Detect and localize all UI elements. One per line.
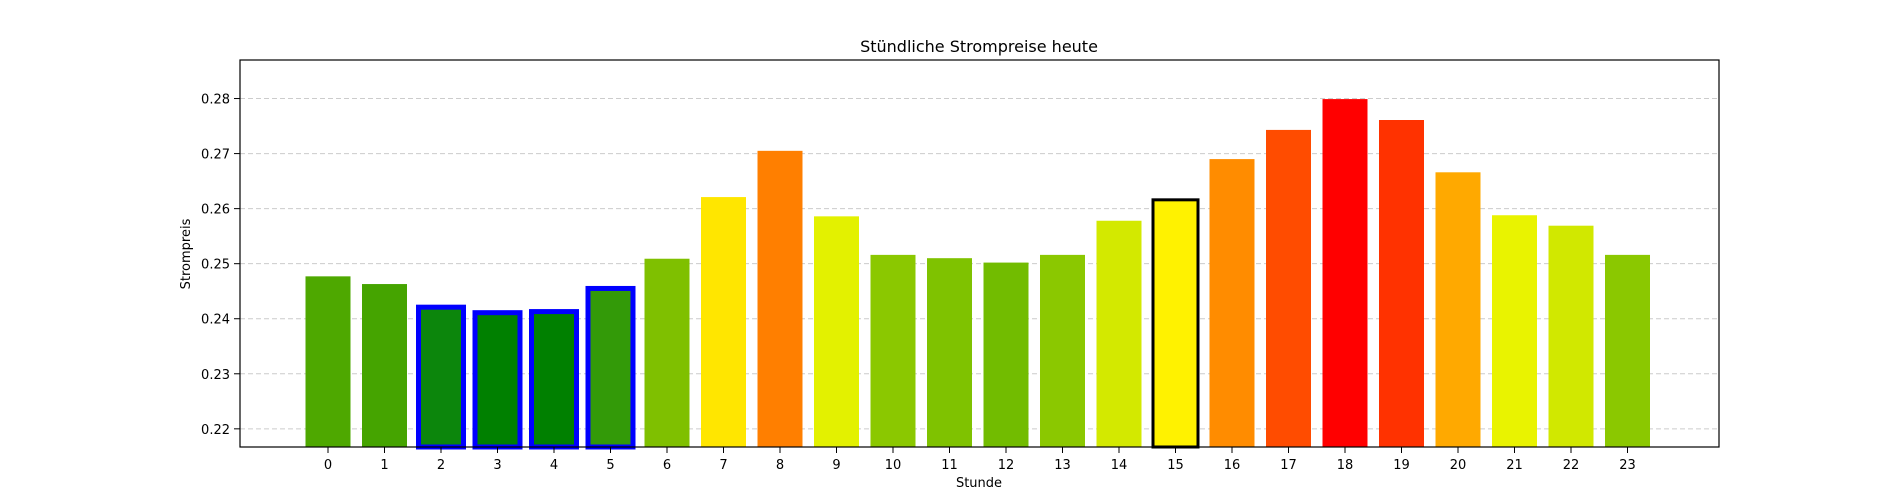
x-tick-label: 18	[1337, 458, 1354, 473]
bar-hour-9	[814, 216, 859, 447]
bar-hour-2	[416, 304, 466, 450]
bar-hour-17	[1266, 129, 1311, 448]
x-tick-label: 1	[380, 458, 388, 473]
x-tick-label: 7	[719, 458, 727, 473]
bar-hour-1	[362, 284, 407, 447]
x-tick-label: 6	[663, 458, 671, 473]
bar-hour-3	[472, 310, 523, 450]
x-tick-label: 16	[1224, 458, 1241, 473]
bar-hour-6	[644, 258, 690, 447]
x-tick-label: 2	[437, 458, 445, 473]
x-axis: 0 1 2 3 4 5 6 7 8 9 10 11 12 13 14 15 16 17 18 19 20 21 22 23	[324, 447, 1636, 473]
x-tick-label: 11	[941, 458, 958, 473]
bar-hour-22	[1548, 225, 1594, 447]
y-tick-label: 0.26	[201, 203, 230, 218]
y-tick-label: 0.22	[201, 423, 230, 438]
x-tick-label: 9	[832, 458, 840, 473]
x-tick-label: 19	[1393, 458, 1410, 473]
bar-hour-11	[927, 258, 972, 447]
x-tick-label: 10	[885, 458, 902, 473]
y-axis-label: Strompreis	[179, 218, 194, 289]
x-tick-label: 17	[1280, 458, 1297, 473]
x-tick-label: 8	[776, 458, 784, 473]
plot-frame	[239, 59, 1720, 448]
x-tick-label: 20	[1450, 458, 1467, 473]
bar-hour-19	[1379, 120, 1424, 447]
bar-hour-10	[870, 254, 916, 447]
x-tick-label: 21	[1506, 458, 1523, 473]
bar-hour-16	[1209, 159, 1255, 448]
x-tick-label: 22	[1563, 458, 1580, 473]
chart-title: Stündliche Strompreise heute	[860, 37, 1098, 56]
y-tick-label: 0.28	[201, 93, 230, 108]
bar-hour-23	[1605, 254, 1650, 447]
bar-hour-0	[305, 276, 351, 447]
x-tick-label: 3	[493, 458, 501, 473]
bar-hour-15	[1151, 198, 1200, 449]
bar-hour-18	[1322, 99, 1368, 447]
bar-hour-20	[1435, 172, 1481, 447]
bar-hour-13	[1040, 254, 1085, 447]
y-axis: 0.22 0.23 0.24 0.25 0.26 0.27 0.28	[201, 93, 240, 438]
x-tick-label: 0	[324, 458, 332, 473]
x-tick-label: 4	[550, 458, 558, 473]
y-tick-label: 0.27	[201, 148, 230, 163]
bar-hour-7	[701, 197, 746, 447]
x-axis-label: Stunde	[956, 476, 1002, 491]
bars	[305, 99, 1650, 450]
bar-hour-4	[529, 309, 579, 450]
x-tick-label: 5	[606, 458, 614, 473]
x-tick-label: 23	[1619, 458, 1636, 473]
x-tick-label: 12	[998, 458, 1015, 473]
x-tick-label: 14	[1111, 458, 1128, 473]
y-tick-label: 0.25	[201, 258, 230, 273]
bar-hour-12	[983, 262, 1029, 447]
bar-hour-14	[1096, 220, 1142, 447]
x-tick-label: 15	[1167, 458, 1184, 473]
y-tick-label: 0.24	[201, 313, 230, 328]
bar-hour-8	[757, 150, 803, 447]
x-tick-label: 13	[1054, 458, 1071, 473]
bar-hour-21	[1492, 215, 1537, 447]
y-tick-label: 0.23	[201, 368, 230, 383]
bar-hour-5	[585, 285, 636, 450]
